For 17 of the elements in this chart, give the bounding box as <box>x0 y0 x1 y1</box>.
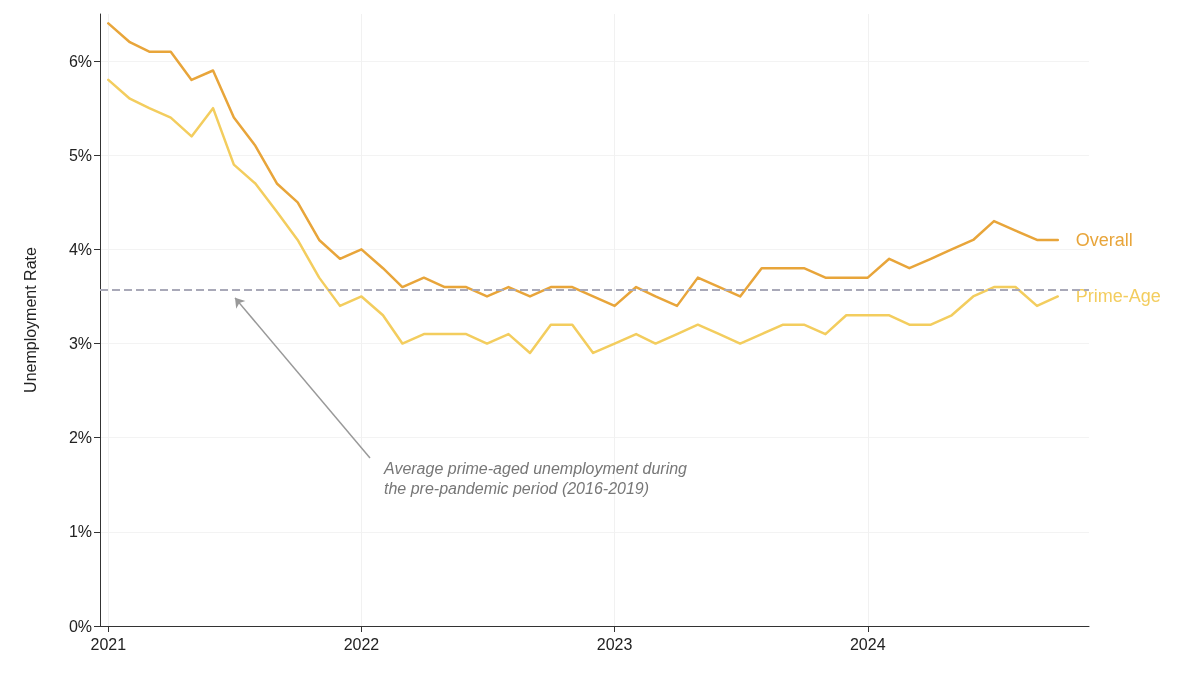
y-tick-label: 1% <box>68 523 92 541</box>
annotation: Average prime-aged unemployment during the pre-pandemic period (2016-2019) <box>383 459 688 497</box>
y-tick-label: 2% <box>68 429 92 447</box>
x-tick-label: 2023 <box>596 635 633 653</box>
line-series <box>107 78 1060 355</box>
y-tick-label: 4% <box>68 240 92 258</box>
series-label: Overall <box>1075 229 1133 250</box>
y-tick-label: 3% <box>68 335 92 353</box>
line-series <box>107 22 1060 308</box>
y-axis-title: Unemployment Rate <box>21 246 39 393</box>
y-tick-label: 5% <box>68 146 92 164</box>
x-tick-label: 2024 <box>849 635 886 653</box>
x-tick-label: 2021 <box>90 635 127 653</box>
x-tick-label: 2022 <box>343 635 380 653</box>
y-tick-label: 6% <box>68 52 92 70</box>
y-tick-label: 0% <box>68 617 92 635</box>
series-label: Prime-Age <box>1075 286 1161 307</box>
